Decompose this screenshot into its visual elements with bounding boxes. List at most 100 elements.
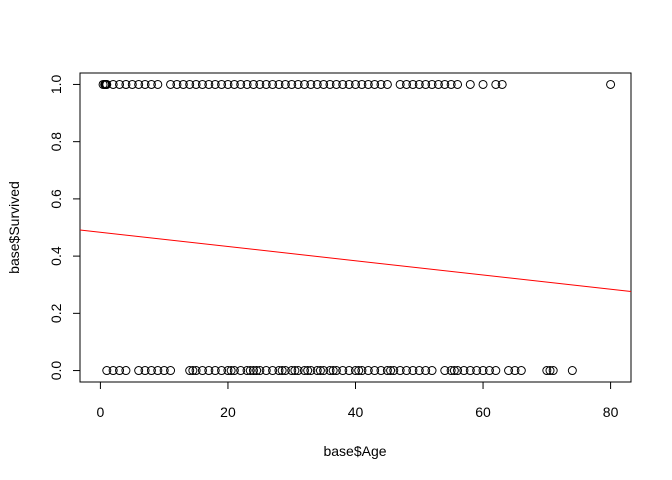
data-point xyxy=(386,366,396,376)
data-point xyxy=(274,79,284,89)
data-point xyxy=(242,79,252,89)
data-point xyxy=(510,366,520,376)
data-point xyxy=(433,79,443,89)
data-point xyxy=(185,366,195,376)
data-point xyxy=(274,366,284,376)
x-tick-label: 0 xyxy=(97,404,105,420)
data-point xyxy=(344,366,354,376)
data-point xyxy=(567,366,577,376)
data-point xyxy=(146,366,156,376)
data-point xyxy=(280,79,290,89)
data-point xyxy=(402,79,412,89)
data-point xyxy=(245,366,255,376)
data-point xyxy=(484,366,494,376)
data-point xyxy=(446,366,456,376)
data-point xyxy=(440,79,450,89)
data-point xyxy=(449,366,459,376)
data-point xyxy=(328,366,338,376)
data-point xyxy=(331,366,341,376)
data-point xyxy=(290,366,300,376)
data-point xyxy=(465,79,475,89)
data-point xyxy=(351,79,360,89)
data-point xyxy=(453,366,463,376)
data-point xyxy=(472,366,482,376)
y-tick-label: 0.4 xyxy=(48,246,64,266)
data-point xyxy=(395,366,405,376)
data-point xyxy=(217,366,227,376)
plot-frame xyxy=(79,72,632,383)
data-point xyxy=(606,79,616,89)
data-point xyxy=(140,366,150,376)
data-point xyxy=(229,366,239,376)
data-point xyxy=(197,366,207,376)
data-point xyxy=(236,366,246,376)
data-point xyxy=(248,366,258,376)
data-point xyxy=(325,79,335,89)
data-point xyxy=(427,366,437,376)
data-point xyxy=(127,79,137,89)
y-tick-label: 0.8 xyxy=(48,132,64,152)
data-point xyxy=(188,366,198,376)
data-point xyxy=(478,366,488,376)
regression-line-group xyxy=(79,229,632,293)
data-point xyxy=(178,79,188,89)
data-point xyxy=(370,366,380,376)
data-point xyxy=(440,366,450,376)
data-point xyxy=(293,79,303,89)
data-point xyxy=(121,79,131,89)
x-axis-label: base$Age xyxy=(323,443,386,459)
data-point xyxy=(312,366,322,376)
data-point xyxy=(134,366,144,376)
data-point xyxy=(497,79,507,89)
y-axis-label: base$Survived xyxy=(6,181,22,274)
data-point xyxy=(268,79,278,89)
data-point xyxy=(408,366,418,376)
data-point xyxy=(248,79,258,89)
data-point xyxy=(408,79,418,89)
data-point xyxy=(261,79,271,89)
data-point xyxy=(315,366,325,376)
data-point xyxy=(319,79,329,89)
data-point xyxy=(172,79,182,89)
x-tick-label: 40 xyxy=(348,404,364,420)
data-point xyxy=(363,79,373,89)
data-point xyxy=(516,366,526,376)
data-point xyxy=(115,366,125,376)
data-point xyxy=(306,366,316,376)
data-point xyxy=(108,79,118,89)
data-point xyxy=(357,79,367,89)
x-tick-label: 80 xyxy=(603,404,619,420)
data-point xyxy=(204,366,214,376)
data-point xyxy=(357,366,367,376)
data-point xyxy=(108,366,118,376)
data-point xyxy=(223,366,233,376)
data-point xyxy=(153,366,163,376)
data-point xyxy=(370,79,380,89)
data-point xyxy=(421,366,431,376)
data-point xyxy=(478,79,488,89)
data-point xyxy=(491,79,501,89)
data-point xyxy=(226,366,236,376)
data-point xyxy=(427,79,437,89)
data-point xyxy=(217,79,227,89)
x-tick-label: 20 xyxy=(220,404,236,420)
data-point xyxy=(382,366,392,376)
data-point xyxy=(115,79,125,89)
y-tick-label: 0.2 xyxy=(48,303,64,323)
data-point xyxy=(459,366,469,376)
data-point xyxy=(344,79,354,89)
data-point xyxy=(453,79,463,89)
x-axis: 0 20 40 60 80 xyxy=(97,381,619,420)
data-point xyxy=(210,79,220,89)
data-point xyxy=(166,366,176,376)
data-point xyxy=(395,79,405,89)
data-point xyxy=(325,366,335,376)
data-point xyxy=(548,366,558,376)
data-point xyxy=(236,79,246,89)
data-point xyxy=(268,366,278,376)
data-point xyxy=(465,366,475,376)
data-point xyxy=(191,366,201,376)
data-point xyxy=(287,366,297,376)
